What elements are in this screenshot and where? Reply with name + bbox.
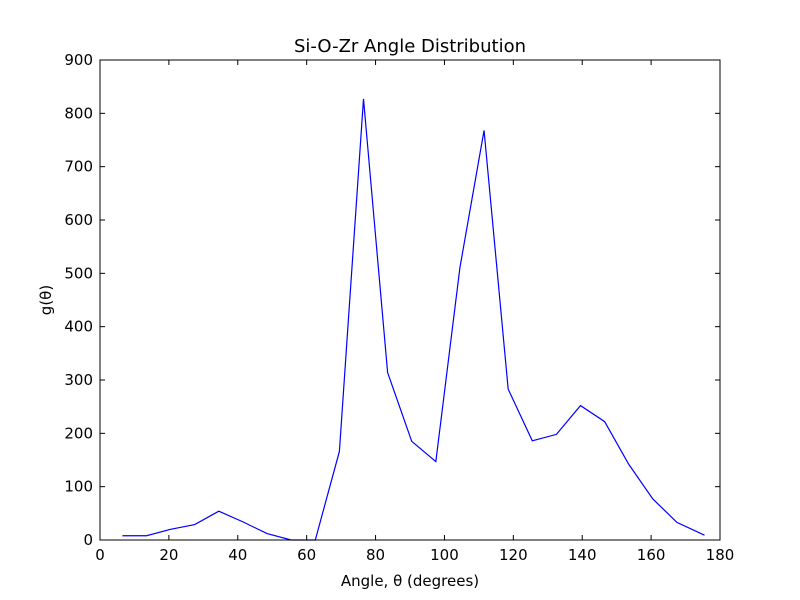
- y-tick-label: 0: [83, 531, 93, 549]
- y-tick-label: 900: [64, 51, 93, 69]
- y-tick-label: 400: [64, 318, 93, 336]
- x-axis-label: Angle, θ (degrees): [341, 572, 479, 590]
- y-tick-label: 100: [64, 478, 93, 496]
- plot-frame: [99, 59, 721, 541]
- x-tick-label: 20: [159, 546, 178, 564]
- x-tick-label: 0: [95, 546, 105, 564]
- x-tick-label: 40: [228, 546, 247, 564]
- x-tick-label: 80: [366, 546, 385, 564]
- y-tick-label: 200: [64, 424, 93, 442]
- plot-area: [122, 98, 705, 541]
- y-axis-label: g(θ): [37, 285, 55, 315]
- x-tick-label: 180: [706, 546, 735, 564]
- x-tick-label: 140: [568, 546, 597, 564]
- x-tick-label: 120: [499, 546, 528, 564]
- series-line: [122, 98, 705, 541]
- y-tick-label: 300: [64, 371, 93, 389]
- x-tick-label: 100: [430, 546, 459, 564]
- chart-title: Si-O-Zr Angle Distribution: [294, 36, 526, 57]
- y-tick-label: 700: [64, 158, 93, 176]
- axis-ticks: 0 20 40 60 80 100 120 140 160 180 0 100 200 300 400 500…: [64, 51, 734, 564]
- y-tick-label: 800: [64, 104, 93, 122]
- x-tick-label: 160: [637, 546, 666, 564]
- y-tick-label: 600: [64, 211, 93, 229]
- y-tick-label: 500: [64, 264, 93, 282]
- x-tick-label: 60: [297, 546, 316, 564]
